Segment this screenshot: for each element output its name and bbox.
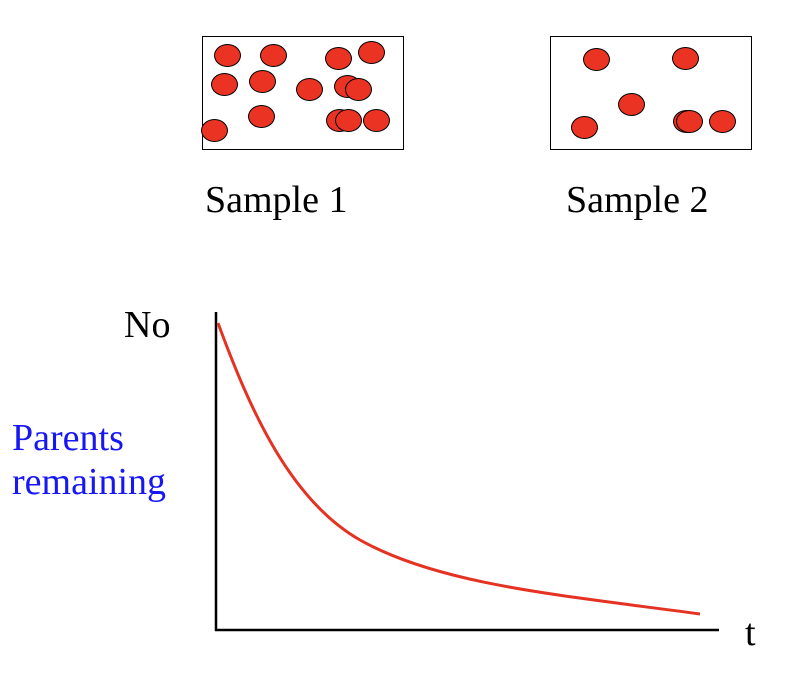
particle (211, 73, 238, 96)
y-axis-label: Parents remaining (12, 416, 166, 504)
particle (571, 116, 598, 139)
particle (201, 119, 228, 142)
particle (672, 47, 699, 70)
y-axis-top-label: No (124, 304, 171, 346)
particle (618, 93, 645, 116)
particle (335, 109, 362, 132)
y-axis-label-line2: remaining (12, 461, 167, 503)
particle (248, 105, 275, 128)
particle (249, 70, 276, 93)
particle (583, 48, 610, 71)
x-axis-label: t (745, 612, 756, 654)
sample-1-caption: Sample 1 (205, 179, 348, 221)
particle (296, 78, 323, 101)
sample-2-caption: Sample 2 (566, 179, 709, 221)
particle (345, 78, 372, 101)
particle (325, 47, 352, 70)
particle (260, 44, 287, 67)
particle (363, 109, 390, 132)
particle (214, 44, 241, 67)
sample-2-box (550, 36, 752, 150)
decay-curve (216, 322, 701, 616)
particle (709, 110, 736, 133)
sample-1-box (201, 36, 404, 150)
particle (358, 41, 385, 64)
particle (676, 110, 703, 133)
y-axis-label-line1: Parents (12, 417, 124, 459)
